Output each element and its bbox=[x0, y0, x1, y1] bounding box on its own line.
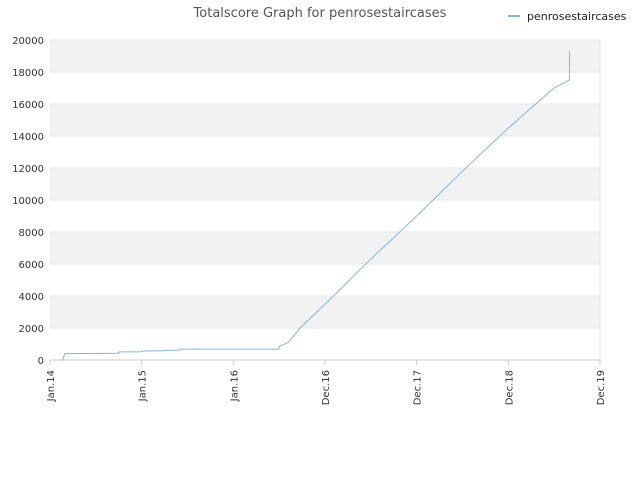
grid-band bbox=[50, 168, 600, 200]
grid-band bbox=[50, 232, 600, 264]
x-tick-label: Jan.14 bbox=[46, 370, 57, 402]
x-tick-label: Dec.17 bbox=[413, 370, 424, 405]
legend: penrosestaircases bbox=[508, 10, 627, 23]
y-tick-label: 12000 bbox=[12, 164, 44, 175]
y-tick-label: 16000 bbox=[12, 100, 44, 111]
y-tick-label: 4000 bbox=[19, 292, 44, 303]
x-tick-label: Jan.15 bbox=[138, 370, 149, 402]
y-tick-label: 2000 bbox=[19, 324, 44, 335]
legend-label: penrosestaircases bbox=[527, 10, 627, 23]
x-tick-label: Dec.18 bbox=[504, 370, 515, 405]
y-tick-label: 14000 bbox=[12, 132, 44, 143]
series-layer bbox=[61, 51, 571, 361]
series-line-penrosestaircases bbox=[61, 51, 571, 361]
grid-band bbox=[50, 104, 600, 136]
y-tick-label: 6000 bbox=[19, 260, 44, 271]
y-tick-label: 0 bbox=[38, 356, 44, 367]
y-tick-label: 8000 bbox=[19, 228, 44, 239]
x-tick-label: Dec.19 bbox=[596, 370, 607, 405]
x-axis-ticks: Jan.14 Jan.15 Jan.16 Dec.16 Dec.17 Dec.18 Dec.… bbox=[46, 360, 607, 405]
y-tick-label: 18000 bbox=[12, 68, 44, 79]
grid-band bbox=[50, 296, 600, 328]
chart-title: Totalscore Graph for penrosestaircases bbox=[193, 6, 447, 21]
x-tick-label: Jan.16 bbox=[229, 370, 240, 402]
grid-lines bbox=[50, 39, 600, 329]
y-tick-label: 10000 bbox=[12, 196, 44, 207]
x-tick-label: Dec.16 bbox=[321, 370, 332, 405]
grid-bands bbox=[50, 40, 600, 328]
grid-band bbox=[50, 40, 600, 72]
y-tick-label: 20000 bbox=[12, 36, 44, 47]
y-axis-ticks: 0 2000 4000 6000 8000 10000 12000 14000 16000 180… bbox=[12, 36, 44, 367]
